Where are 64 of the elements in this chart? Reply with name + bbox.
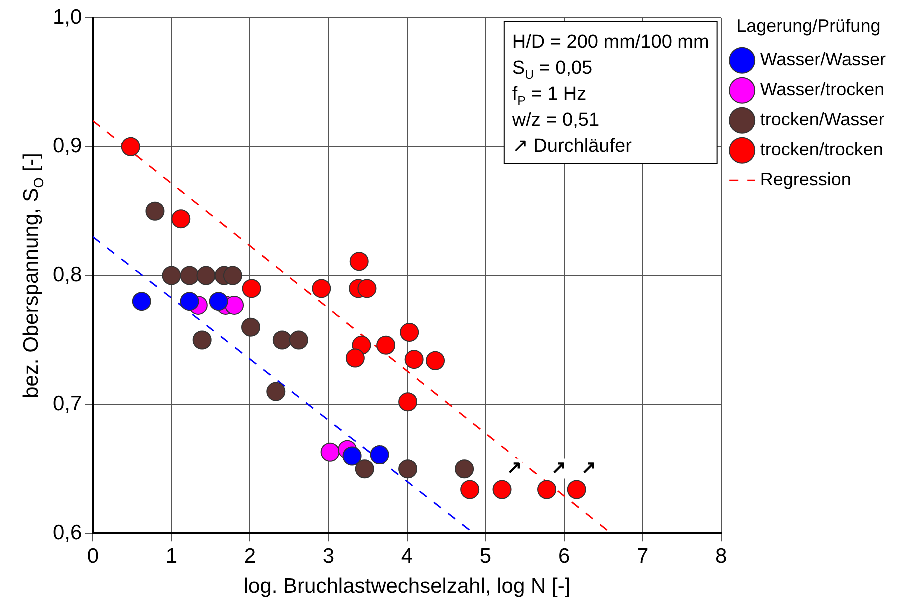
- x-tick-label: 5: [480, 544, 492, 568]
- point: [209, 292, 228, 312]
- annotation: H/D = 200 mm/100 mm: [512, 32, 710, 53]
- annotation: ↗: [552, 458, 567, 478]
- annotation: ↗: [581, 458, 596, 478]
- legend-label: trocken/trocken: [760, 140, 884, 160]
- point: [376, 336, 396, 355]
- point: [398, 460, 418, 479]
- point: [426, 351, 446, 370]
- point: [146, 202, 165, 221]
- y-tick-label: 0,9: [52, 134, 82, 158]
- legend-label: trocken/Wasser: [760, 110, 885, 130]
- point: [180, 266, 200, 286]
- point: [225, 296, 244, 315]
- point: [538, 480, 557, 500]
- x-tick-label: 2: [244, 544, 256, 568]
- point: [492, 480, 512, 500]
- x-tick-label: 7: [636, 544, 649, 568]
- point: [460, 480, 480, 500]
- legend-label: Wasser/trocken: [760, 80, 885, 100]
- x-tick-label: 3: [322, 544, 335, 568]
- point: [192, 330, 212, 350]
- point: [312, 279, 332, 298]
- point: [355, 460, 374, 479]
- x-tick-label: 0: [87, 544, 100, 568]
- y-tick-label: 1,0: [52, 6, 82, 29]
- x-tick-label: 8: [715, 544, 728, 568]
- y-axis-title: bez. Oberspannung, SO [-]: [20, 153, 46, 398]
- point: [346, 348, 365, 368]
- x-tick-label: 1: [166, 544, 178, 568]
- legend-label: Regression: [760, 170, 852, 190]
- point: [266, 382, 286, 402]
- x-tick-label: 6: [558, 544, 570, 568]
- point: [350, 252, 369, 272]
- point: [567, 480, 586, 500]
- point: [398, 392, 418, 412]
- legend-title: Lagerung/Prüfung: [736, 16, 881, 36]
- point: [400, 323, 420, 342]
- x-axis-title: log. Bruchlastwechselzahl, log N [-]: [244, 575, 571, 598]
- legend-label: Wasser/Wasser: [760, 50, 886, 70]
- annotation: ↗ Durchläufer: [512, 136, 633, 157]
- annotation: ↗: [506, 458, 522, 478]
- point: [342, 446, 362, 466]
- point: [289, 330, 308, 350]
- point: [196, 266, 216, 286]
- y-tick-label: 0,7: [52, 392, 82, 416]
- point: [162, 266, 182, 286]
- y-tick-label: 0,6: [52, 521, 82, 544]
- point: [121, 137, 140, 156]
- point: [358, 279, 377, 298]
- point: [132, 292, 152, 312]
- point: [242, 318, 261, 337]
- point: [404, 350, 424, 370]
- point: [272, 330, 292, 350]
- point: [370, 445, 390, 464]
- point: [242, 279, 262, 298]
- x-tick-label: 4: [401, 544, 414, 568]
- point: [455, 460, 474, 479]
- point: [180, 292, 200, 312]
- point: [320, 442, 340, 462]
- y-tick-label: 0,8: [52, 264, 82, 287]
- point: [172, 210, 191, 229]
- annotation: w/z = 0,51: [511, 110, 600, 131]
- point: [223, 266, 242, 286]
